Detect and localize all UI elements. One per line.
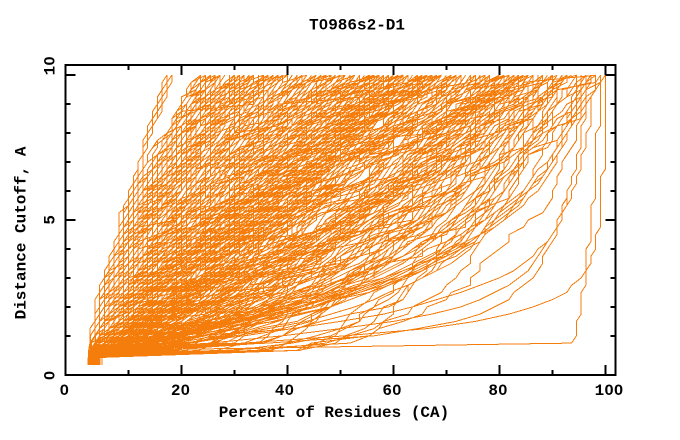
svg-text:20: 20	[171, 382, 190, 400]
svg-text:5: 5	[42, 215, 60, 225]
svg-text:10: 10	[42, 56, 60, 75]
svg-text:80: 80	[488, 382, 507, 400]
svg-text:T0986s2-D1: T0986s2-D1	[309, 17, 405, 35]
svg-text:Percent of Residues (CA): Percent of Residues (CA)	[219, 404, 449, 422]
svg-text:40: 40	[275, 382, 294, 400]
svg-text:Distance Cutoff, A: Distance Cutoff, A	[13, 146, 31, 319]
svg-text:60: 60	[382, 382, 401, 400]
